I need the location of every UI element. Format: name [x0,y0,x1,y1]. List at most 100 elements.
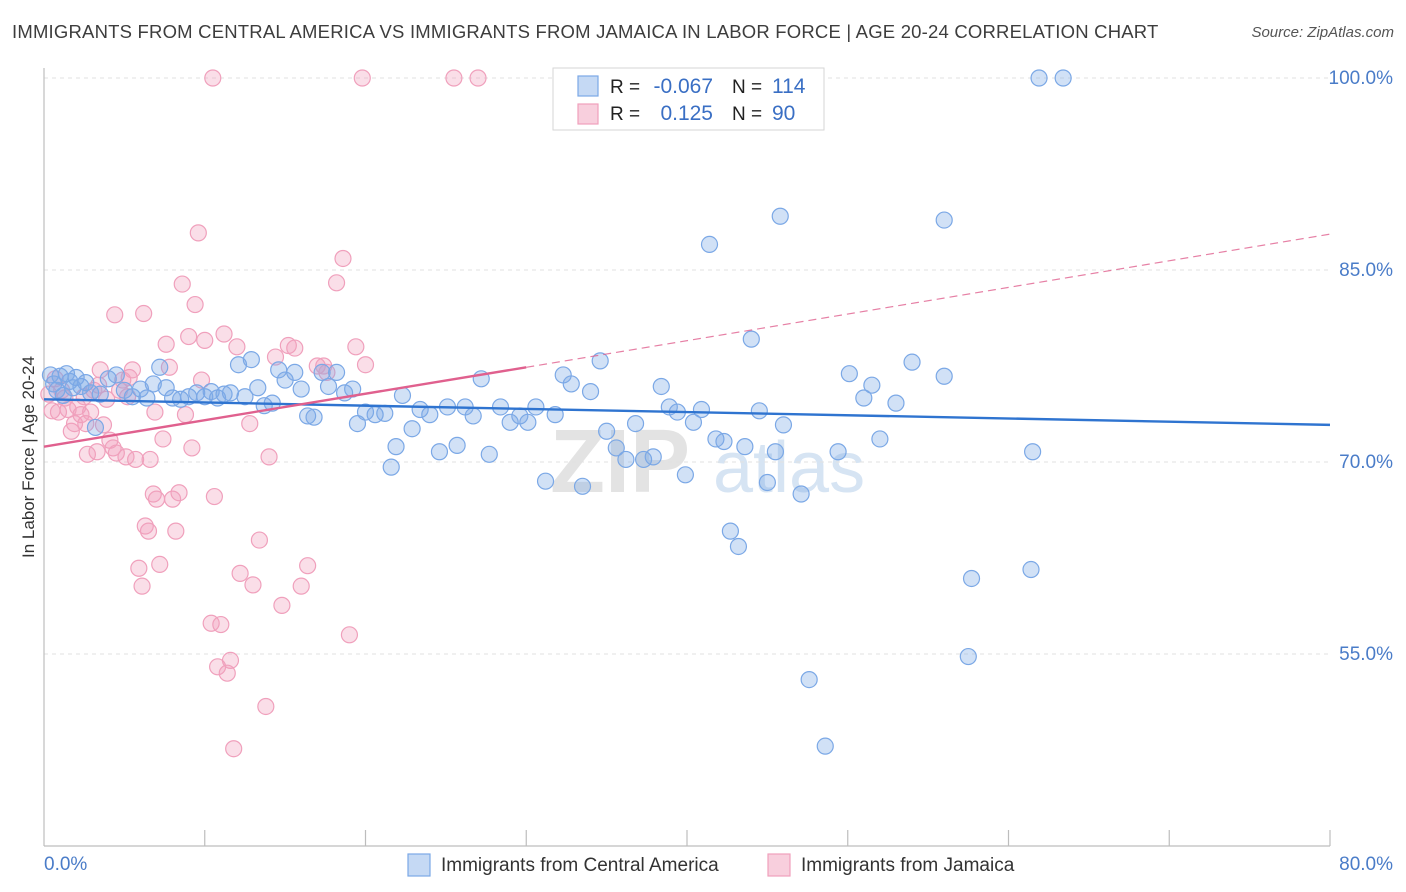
data-point-central-america [792,485,810,503]
data-point-jamaica [106,306,124,324]
data-point-central-america [305,408,323,426]
data-point-jamaica [130,559,148,577]
data-point-central-america [774,416,793,434]
data-point-jamaica [196,331,214,349]
data-point-jamaica [141,450,159,469]
data-point-central-america [581,383,600,401]
data-point-jamaica [154,430,172,448]
series-central-america-points [41,69,1072,755]
y-tick-labels: 55.0% 70.0% 85.0% 100.0% [1329,68,1394,665]
y-tick-label: 55.0% [1339,644,1393,665]
data-point-central-america [393,386,412,405]
y-tick-label: 85.0% [1339,260,1393,281]
stats-n-value-jamaica: 90 [772,102,795,125]
data-point-central-america [871,430,889,448]
data-point-central-america [292,380,310,398]
data-point-central-america [382,458,400,476]
series-legend: Immigrants from Central America Immigran… [407,853,1015,877]
data-point-central-america [729,537,748,556]
data-point-central-america [91,385,109,403]
data-point-central-america [676,466,694,484]
data-point-central-america [816,737,834,755]
trend-line-jamaica-extension [526,233,1331,368]
data-point-jamaica [257,697,275,716]
data-point-jamaica [147,490,166,508]
data-point-central-america [562,375,580,393]
data-point-jamaica [266,348,285,366]
stats-r-value-jamaica: 0.125 [660,102,713,125]
data-point-central-america [356,403,375,421]
stats-r-label-central: R = [610,77,640,98]
data-point-jamaica [189,224,207,242]
data-point-central-america [573,477,592,495]
data-point-central-america [771,207,789,225]
data-point-jamaica [340,626,359,644]
data-point-central-america [736,438,754,456]
data-point-jamaica [250,531,269,549]
data-point-jamaica [205,487,223,506]
data-point-central-america [501,413,519,431]
data-point-central-america [86,418,105,437]
data-point-jamaica [286,339,304,357]
data-point-jamaica [215,325,233,343]
data-point-central-america [229,356,248,374]
data-point-jamaica [225,740,243,758]
data-point-central-america [758,473,776,492]
data-point-jamaica [212,615,230,634]
data-point-jamaica [139,522,158,540]
data-point-central-america [959,647,977,666]
data-point-jamaica [356,356,375,374]
data-point-central-america [652,377,670,396]
data-point-central-america [67,368,85,387]
data-point-central-america [319,377,338,396]
trend-line-jamaica [43,366,527,448]
data-point-central-america [935,211,953,229]
legend-swatch-central [407,853,431,877]
y-axis-title: In Labor Force | Age 20-24 [19,356,38,558]
data-point-central-america [644,448,662,466]
data-point-jamaica [260,448,278,466]
data-point-central-america [464,407,482,425]
legend-label-jamaica: Immigrants from Jamaica [801,855,1015,876]
data-point-central-america [962,569,981,588]
data-point-central-america [327,363,346,381]
data-point-central-america [242,351,260,369]
data-point-jamaica [292,577,310,595]
data-point-jamaica [273,596,291,614]
data-point-central-america [742,330,760,348]
data-point-central-america [299,407,317,425]
data-point-jamaica [72,406,90,424]
legend-label-central: Immigrants from Central America [441,855,719,876]
data-point-central-america [151,358,169,376]
data-point-jamaica [77,415,95,433]
x-tick-label-min: 0.0% [44,854,87,875]
data-point-central-america [626,415,645,433]
data-point-central-america [99,370,117,388]
data-point-central-america [829,443,847,461]
stats-swatch-central [577,75,599,97]
data-point-jamaica [176,406,195,424]
data-point-central-america [421,406,439,424]
data-point-central-america [491,398,510,416]
data-point-central-america [403,420,421,438]
data-point-central-america [700,235,719,253]
data-point-central-america [527,398,545,416]
data-point-central-america [1030,69,1048,87]
data-point-jamaica [107,444,125,462]
data-point-jamaica [173,275,191,293]
y-tick-label: 100.0% [1329,68,1394,89]
data-point-jamaica [186,295,204,314]
data-point-central-america [607,439,625,457]
data-point-jamaica [353,69,371,87]
data-point-central-america [286,363,304,381]
data-point-jamaica [244,576,262,594]
data-point-jamaica [218,664,236,682]
data-point-jamaica [299,557,317,575]
x-tick-label-max: 80.0% [1339,854,1393,875]
data-point-jamaica [136,517,154,535]
data-point-central-america [617,450,635,469]
data-point-jamaica [231,564,249,582]
data-point-jamaica [151,555,169,574]
data-point-central-america [855,389,873,407]
